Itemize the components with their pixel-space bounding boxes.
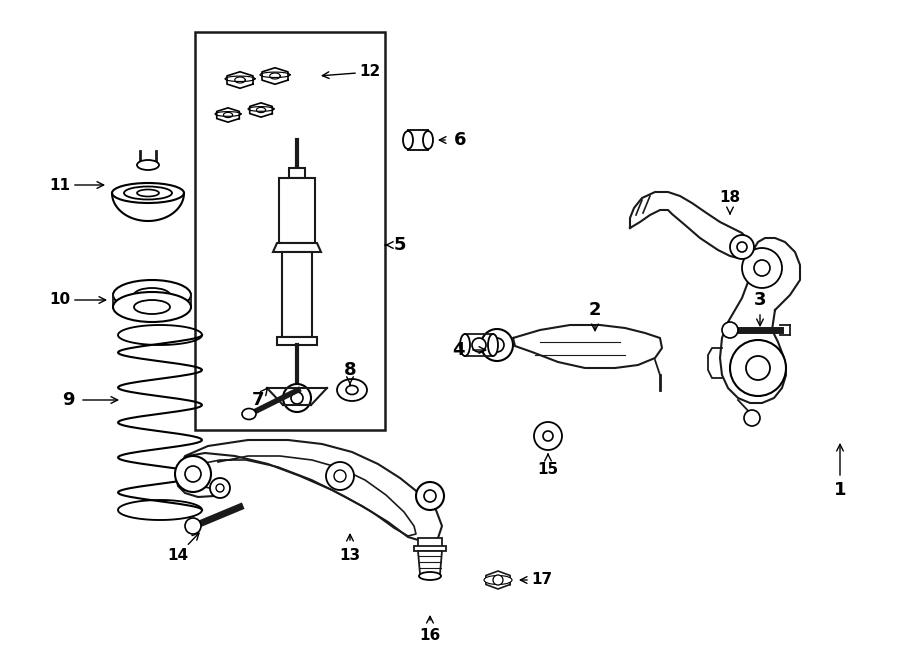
- Ellipse shape: [346, 385, 358, 395]
- Polygon shape: [513, 325, 662, 368]
- Ellipse shape: [242, 408, 256, 420]
- Text: 16: 16: [419, 627, 441, 642]
- Ellipse shape: [134, 288, 170, 302]
- Bar: [414, 546, 446, 551]
- Circle shape: [490, 338, 504, 352]
- Circle shape: [754, 260, 770, 276]
- Text: 9: 9: [62, 391, 74, 409]
- Ellipse shape: [488, 334, 498, 356]
- Ellipse shape: [484, 576, 512, 584]
- Ellipse shape: [403, 131, 413, 149]
- Circle shape: [416, 482, 444, 510]
- Circle shape: [730, 235, 754, 259]
- Ellipse shape: [134, 300, 170, 314]
- Circle shape: [210, 478, 230, 498]
- Circle shape: [291, 392, 303, 404]
- Ellipse shape: [113, 280, 191, 310]
- Circle shape: [185, 518, 201, 534]
- Circle shape: [175, 456, 211, 492]
- Bar: [277, 337, 317, 345]
- Bar: [279, 178, 315, 243]
- Circle shape: [216, 484, 224, 492]
- Circle shape: [424, 490, 436, 502]
- Bar: [195, 32, 385, 430]
- Text: 5: 5: [394, 236, 406, 254]
- Circle shape: [534, 422, 562, 450]
- Bar: [282, 252, 312, 337]
- Text: 13: 13: [339, 547, 361, 563]
- Text: 6: 6: [454, 131, 466, 149]
- Text: 1: 1: [833, 481, 846, 499]
- Circle shape: [481, 329, 513, 361]
- Circle shape: [334, 470, 346, 482]
- Ellipse shape: [137, 190, 159, 196]
- Text: 14: 14: [167, 547, 189, 563]
- Ellipse shape: [113, 292, 191, 322]
- Text: 11: 11: [50, 178, 70, 192]
- Circle shape: [737, 242, 747, 252]
- Polygon shape: [720, 238, 800, 403]
- Text: 3: 3: [754, 291, 766, 309]
- Text: 12: 12: [359, 65, 381, 79]
- Polygon shape: [418, 551, 442, 574]
- Circle shape: [746, 356, 770, 380]
- Text: 15: 15: [537, 463, 559, 477]
- Circle shape: [472, 338, 486, 352]
- Circle shape: [742, 248, 782, 288]
- Circle shape: [722, 322, 738, 338]
- Ellipse shape: [460, 334, 470, 356]
- Circle shape: [543, 431, 553, 441]
- Polygon shape: [630, 192, 750, 258]
- Text: 18: 18: [719, 190, 741, 206]
- Bar: [408, 130, 428, 150]
- Bar: [289, 168, 305, 178]
- Ellipse shape: [423, 131, 433, 149]
- Ellipse shape: [137, 160, 159, 170]
- Circle shape: [283, 384, 311, 412]
- Circle shape: [730, 340, 786, 396]
- Text: 4: 4: [452, 341, 464, 359]
- Ellipse shape: [112, 183, 184, 203]
- Ellipse shape: [337, 379, 367, 401]
- Circle shape: [326, 462, 354, 490]
- Ellipse shape: [419, 572, 441, 580]
- Text: 2: 2: [589, 301, 601, 319]
- Text: 8: 8: [344, 361, 356, 379]
- Text: 7: 7: [252, 391, 265, 409]
- Polygon shape: [176, 440, 442, 542]
- Circle shape: [493, 575, 503, 585]
- Bar: [418, 538, 442, 548]
- Ellipse shape: [124, 186, 172, 200]
- Text: 17: 17: [531, 572, 553, 588]
- Text: 10: 10: [50, 293, 70, 307]
- Circle shape: [744, 410, 760, 426]
- Circle shape: [185, 466, 201, 482]
- Polygon shape: [273, 243, 321, 252]
